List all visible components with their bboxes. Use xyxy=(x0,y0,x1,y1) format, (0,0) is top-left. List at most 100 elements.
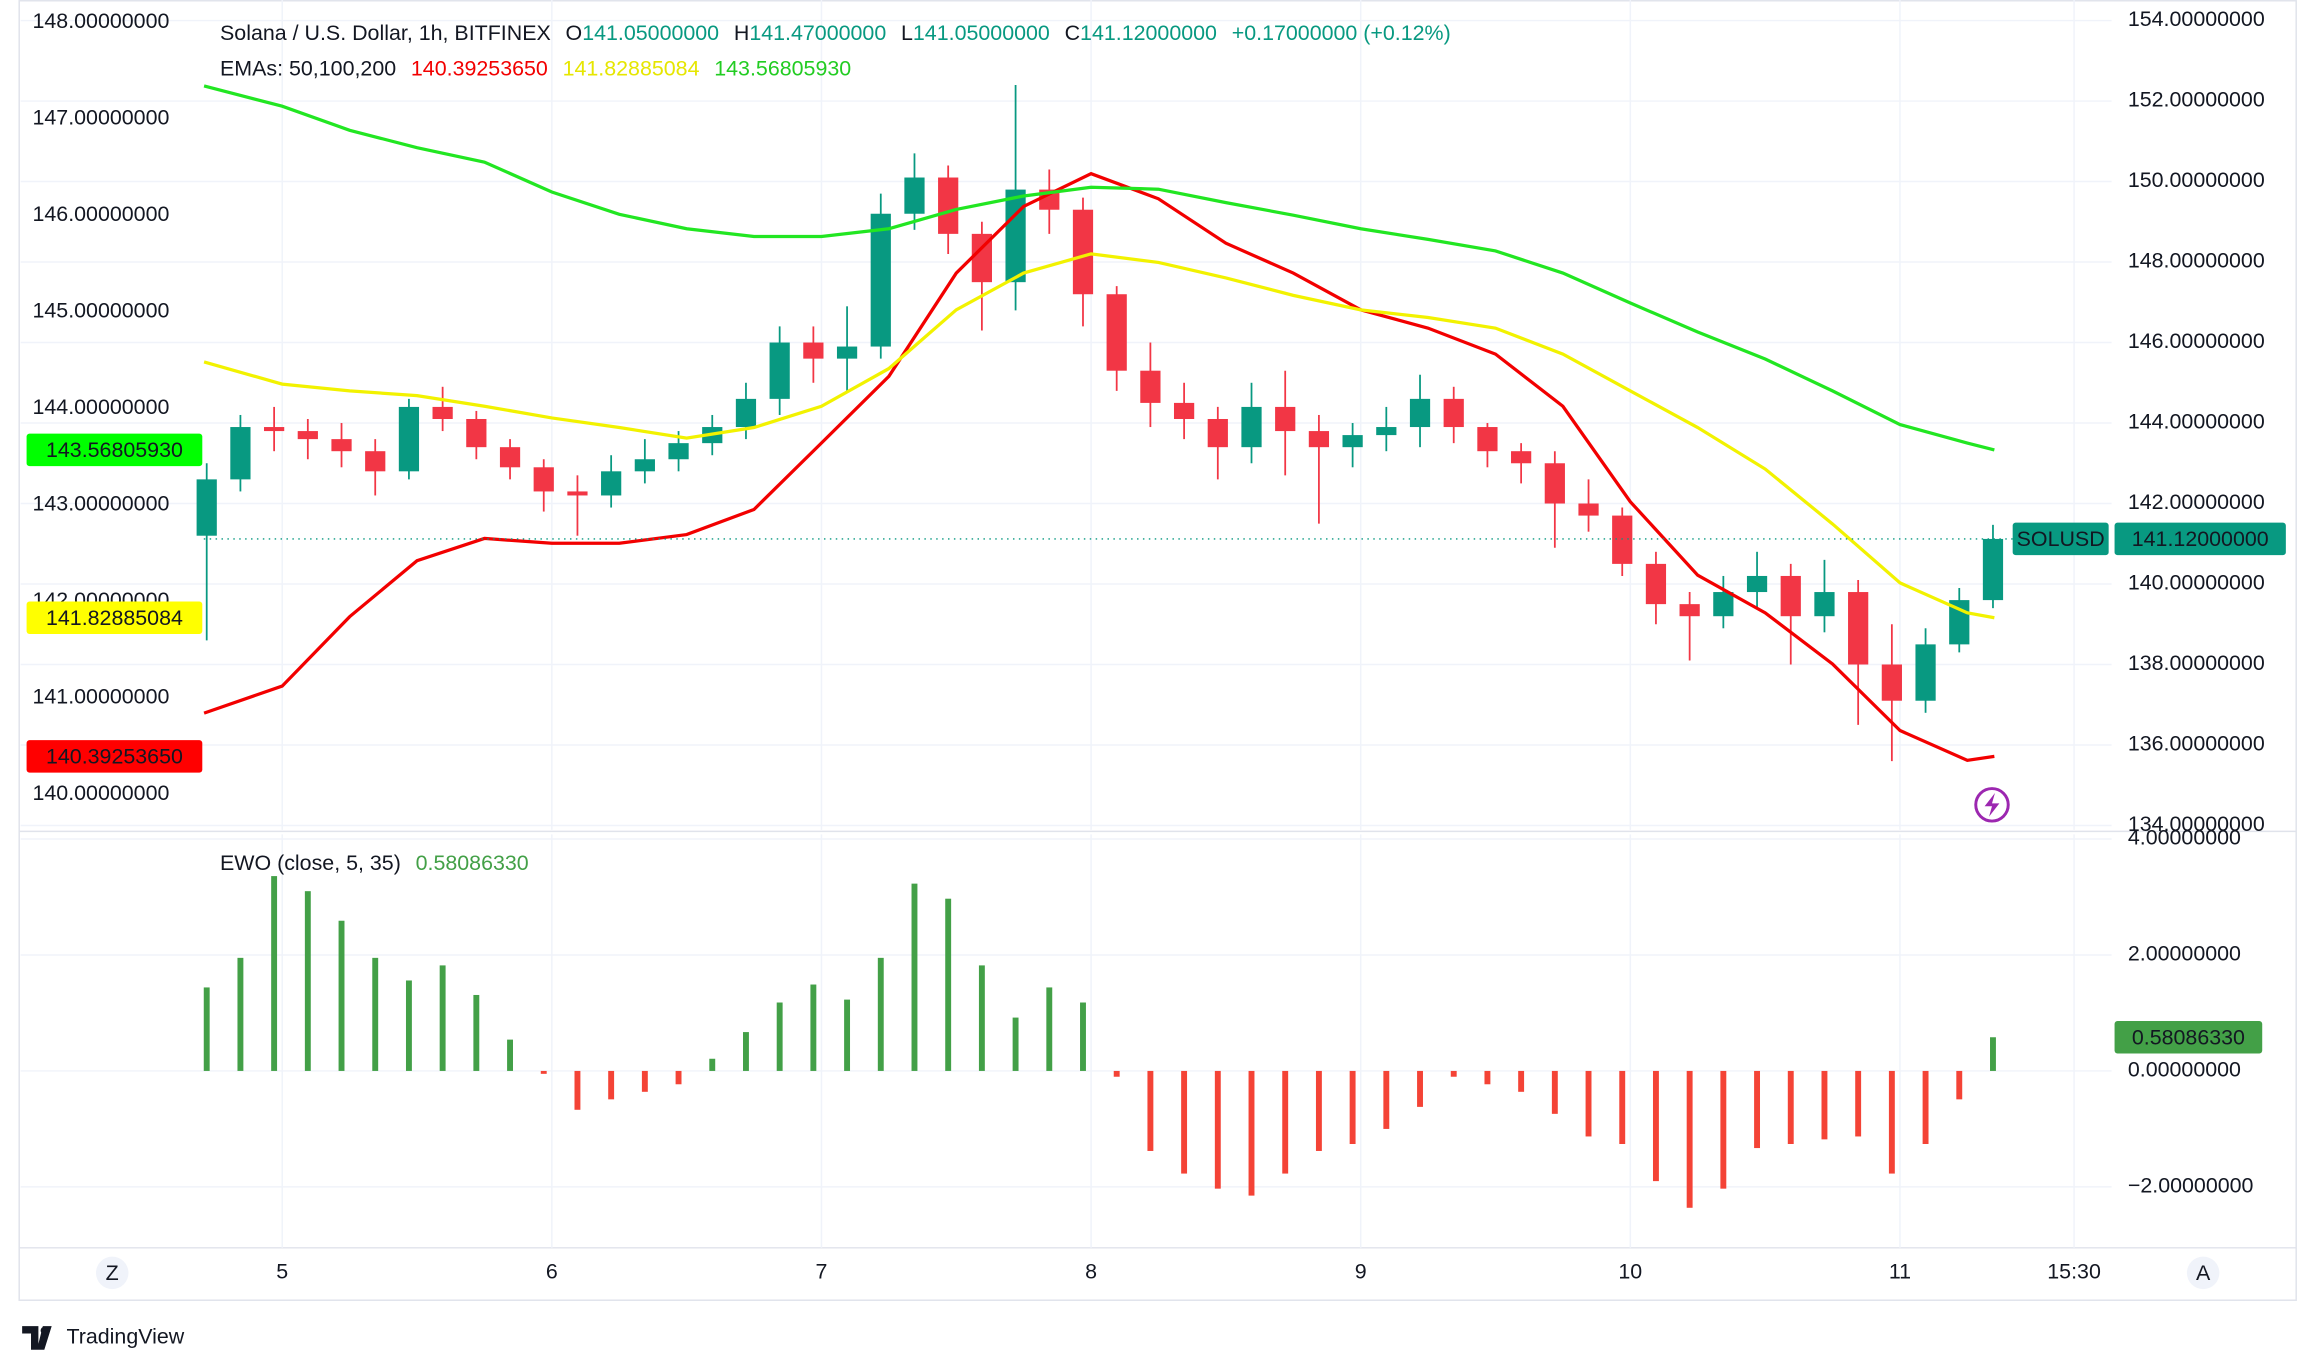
x-tick-label: 10 xyxy=(1618,1260,1642,1284)
y2-tick-label: 144.00000000 xyxy=(32,395,169,419)
candle-body xyxy=(297,431,318,440)
ewo-bar xyxy=(709,1058,716,1071)
candle-body xyxy=(1511,451,1532,464)
ewo-tick-label: 4.00000000 xyxy=(2128,826,2241,850)
ewo-bar xyxy=(1315,1070,1322,1151)
candle-body xyxy=(668,443,689,460)
candle-body xyxy=(634,459,655,472)
ewo-bar xyxy=(877,957,884,1071)
alert-icon[interactable] xyxy=(1974,787,2010,823)
legend: Solana / U.S. Dollar, 1h, BITFINEX O141.0… xyxy=(220,21,1451,875)
ema-line xyxy=(203,252,1995,620)
y2-tick-label: 141.00000000 xyxy=(32,684,169,708)
ewo-bar xyxy=(1686,1070,1693,1208)
ema-tag-bg xyxy=(26,433,203,467)
ewo-bar xyxy=(608,1070,615,1100)
candle-body xyxy=(1780,575,1801,617)
candle-body xyxy=(836,346,858,359)
candle-body xyxy=(1578,503,1599,516)
axes: 5 6 7 8 9 10 11 15:30 134.00000000 136.00000000 13… xyxy=(32,7,2264,1283)
candle-body xyxy=(601,471,622,496)
ewo-bar xyxy=(1282,1070,1289,1174)
ewo-bar xyxy=(1922,1070,1929,1145)
x-tick-label: 7 xyxy=(816,1260,828,1284)
price-tags: SOLUSD 141.12000000 140.39253650 141.828850… xyxy=(26,433,2286,1054)
symbol-tag: SOLUSD xyxy=(2017,527,2105,551)
y-tick-label: 154.00000000 xyxy=(2128,7,2265,31)
candle-body xyxy=(432,406,453,419)
y-tick-label: 150.00000000 xyxy=(2128,168,2265,192)
candle-body xyxy=(769,342,790,399)
ewo-bar xyxy=(1990,1037,1996,1071)
ema-label: EMAs: 50,100,200 xyxy=(220,56,396,80)
title-line: Solana / U.S. Dollar, 1h, BITFINEX O141.0… xyxy=(220,21,1451,45)
ema-tag-bg xyxy=(26,740,203,773)
ewo-bar xyxy=(1080,1002,1086,1071)
candle-body xyxy=(1544,463,1565,504)
ohlc-letter: L xyxy=(901,21,913,45)
candle-body xyxy=(1645,563,1667,605)
y2-tick-label: 145.00000000 xyxy=(32,298,169,322)
candle-body xyxy=(1342,435,1363,448)
ewo-tick-label: −2.00000000 xyxy=(2128,1174,2254,1198)
ewo-bar xyxy=(338,920,345,1071)
candle-body xyxy=(1106,294,1127,371)
y-tick-label: 142.00000000 xyxy=(2128,490,2265,514)
button-label: Z xyxy=(106,1261,119,1285)
y-tick-label: 148.00000000 xyxy=(2128,249,2265,273)
ewo-bar xyxy=(405,980,412,1071)
brand-name: TradingView xyxy=(66,1325,184,1349)
ewo-bar xyxy=(439,965,446,1071)
button-bg xyxy=(95,1256,129,1290)
ewo-bar xyxy=(372,957,379,1071)
candle-body xyxy=(1848,592,1869,665)
candle-body xyxy=(1477,427,1498,452)
ewo-bar xyxy=(1484,1070,1491,1085)
ohlc-value: 141.12000000 xyxy=(1080,21,1217,45)
ohlc-letter: H xyxy=(734,21,749,45)
ema-line xyxy=(203,84,1995,452)
x-tick-label: 15:30 xyxy=(2047,1260,2101,1284)
ema-legend: EMAs: 50,100,200 140.39253650 141.82885084… xyxy=(220,56,851,80)
ewo-bar xyxy=(1518,1070,1525,1092)
candle-body xyxy=(1140,370,1161,403)
y-tick-label: 140.00000000 xyxy=(2128,571,2265,595)
candle-body xyxy=(567,491,588,496)
ewo-bar xyxy=(304,891,311,1071)
z-button[interactable]: Z xyxy=(95,1256,129,1290)
ema-line xyxy=(203,171,1995,763)
candle-body xyxy=(1173,402,1195,419)
ewo-bar xyxy=(810,984,817,1071)
ema-value: 141.82885084 xyxy=(563,56,700,80)
ewo-bar xyxy=(1147,1070,1154,1151)
ewo-bar xyxy=(1046,987,1053,1071)
ewo-bar xyxy=(978,965,985,1071)
y2-tick-label: 148.00000000 xyxy=(32,9,169,33)
y-tick-label: 136.00000000 xyxy=(2128,732,2265,756)
candle-body xyxy=(1207,418,1228,448)
ewo-bar xyxy=(1888,1070,1895,1174)
ewo-bar xyxy=(1248,1070,1255,1196)
candle-body xyxy=(1982,538,2004,601)
candle-body xyxy=(1814,592,1835,617)
ewo-bar xyxy=(1181,1070,1188,1174)
ewo-bar xyxy=(844,999,851,1071)
plot-area xyxy=(196,84,2112,1208)
ewo-bar xyxy=(507,1039,513,1071)
x-tick-label: 6 xyxy=(546,1260,558,1284)
ema-tag: 143.56805930 xyxy=(46,438,183,462)
brand[interactable]: TradingView xyxy=(22,1325,185,1350)
x-tick-label: 5 xyxy=(276,1260,288,1284)
ewo-bar xyxy=(574,1070,581,1110)
ewo-bar xyxy=(1417,1070,1423,1107)
candle-body xyxy=(938,177,959,234)
ema-tag: 140.39253650 xyxy=(46,744,183,768)
a-button[interactable]: A xyxy=(2186,1256,2220,1290)
ewo-bar xyxy=(1619,1070,1626,1145)
candle-body xyxy=(365,451,386,472)
candle-body xyxy=(1679,604,1700,617)
candle-body xyxy=(196,479,217,536)
ewo-bar xyxy=(1720,1070,1727,1189)
